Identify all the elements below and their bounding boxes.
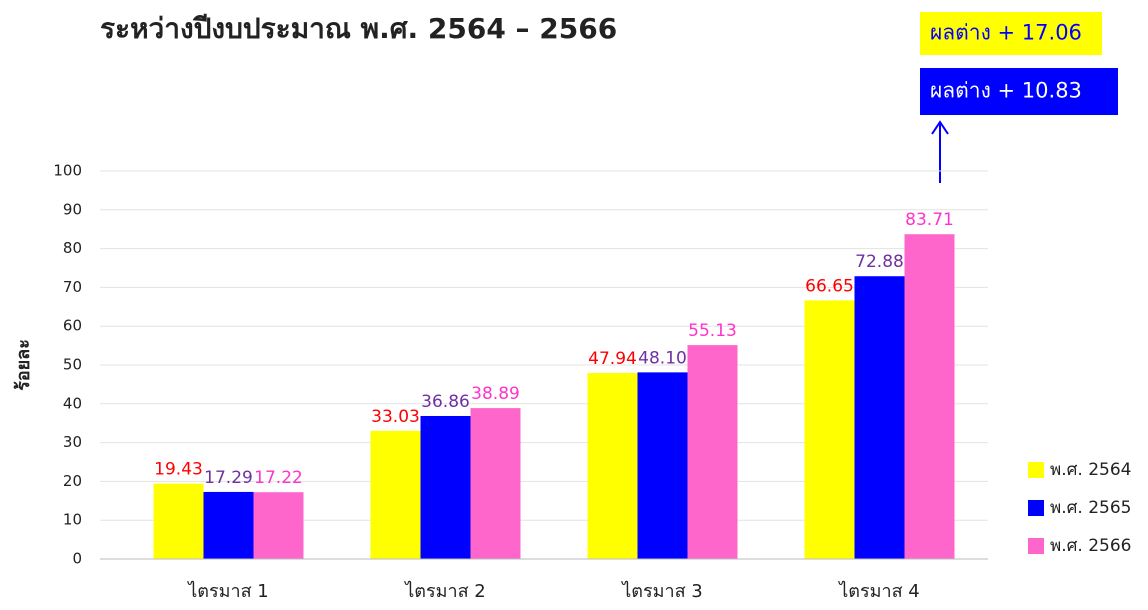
value-label: 33.03	[371, 407, 420, 427]
annotation-text: ผลต่าง + 10.83	[930, 79, 1082, 103]
bar	[153, 483, 204, 559]
y-tick-label: 90	[63, 200, 82, 218]
arrow-head	[931, 120, 949, 135]
y-axis-label: ร้อยละ	[13, 339, 34, 391]
y-tick-label: 60	[63, 317, 82, 335]
annotation-text: ผลต่าง + 17.06	[930, 21, 1082, 45]
x-tick-label: ไตรมาส 3	[620, 580, 703, 602]
y-tick-label: 0	[72, 550, 82, 568]
y-tick-label: 40	[63, 394, 82, 412]
x-tick-label: ไตรมาส 1	[186, 580, 269, 602]
legend-swatch	[1028, 538, 1044, 554]
value-label: 66.65	[805, 276, 854, 296]
bar	[904, 234, 955, 559]
legend-label: พ.ศ. 2565	[1050, 498, 1131, 518]
value-label: 38.89	[471, 384, 520, 404]
chart-title: ระหว่างปีงบประมาณ พ.ศ. 2564 – 2566	[100, 12, 617, 45]
bar	[370, 430, 421, 559]
legend-label: พ.ศ. 2566	[1050, 536, 1131, 556]
value-label: 48.10	[638, 348, 687, 368]
value-label: 55.13	[688, 321, 737, 341]
value-label: 47.94	[588, 349, 637, 369]
bar	[804, 300, 855, 559]
legend-swatch	[1028, 462, 1044, 478]
y-tick-label: 30	[63, 433, 82, 451]
annotation-box	[920, 12, 1102, 55]
annotation-box	[920, 68, 1118, 115]
y-tick-label: 20	[63, 472, 82, 490]
value-label: 72.88	[855, 252, 904, 272]
x-tick-label: ไตรมาส 4	[837, 580, 920, 602]
bar	[854, 276, 905, 559]
legend-label: พ.ศ. 2564	[1050, 460, 1131, 480]
value-label: 17.22	[254, 468, 303, 488]
value-label: 36.86	[421, 392, 470, 412]
bar	[687, 345, 738, 559]
legend-swatch	[1028, 500, 1044, 516]
value-label: 83.71	[905, 210, 954, 230]
y-tick-label: 70	[63, 278, 82, 296]
bar	[203, 491, 254, 559]
value-label: 19.43	[154, 460, 203, 480]
x-tick-label: ไตรมาส 2	[403, 580, 486, 602]
y-tick-label: 10	[63, 511, 82, 529]
y-tick-label: 50	[63, 356, 82, 374]
value-label: 17.29	[204, 468, 253, 488]
y-tick-label: 100	[53, 162, 82, 180]
bar	[420, 415, 471, 559]
bar	[637, 372, 688, 559]
bar	[470, 408, 521, 559]
y-tick-label: 80	[63, 239, 82, 257]
bar	[253, 492, 304, 559]
bar	[587, 372, 638, 559]
